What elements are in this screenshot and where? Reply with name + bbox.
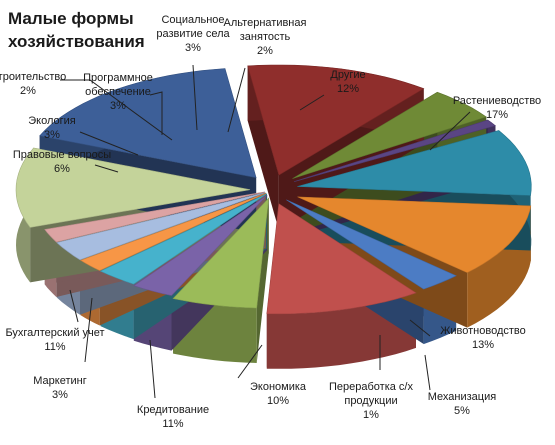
- slice-label-line: Растениеводство: [453, 95, 541, 107]
- leader-line: [60, 79, 173, 141]
- slice-строительство: [80, 192, 267, 271]
- slice-бухгалтерский-учет: [266, 203, 417, 315]
- slice-label-line: 3%: [110, 100, 126, 112]
- slice-label-line: 6%: [54, 163, 70, 175]
- slice-label-line: 3%: [44, 129, 60, 141]
- leader-line: [149, 339, 156, 399]
- slice-кредитование: [297, 196, 532, 273]
- slice-label-line: Бухгалтерский учет: [5, 327, 104, 339]
- slice-label-line: Другие: [330, 69, 365, 81]
- slice-label-экономика: Экономика 10%: [250, 381, 307, 407]
- slice-label-line: Строительство: [0, 71, 66, 83]
- slice-label-механизация: Механизация 5%: [428, 391, 496, 417]
- slice-label-line: 17%: [486, 109, 508, 121]
- slice-label-line: обеспечение: [85, 86, 151, 98]
- slice-label-line: 5%: [454, 405, 470, 417]
- slice-label-line: занятость: [240, 31, 291, 43]
- slice-label-line: Кредитование: [137, 404, 209, 416]
- slice-label-строительство: Строительство 2%: [0, 71, 66, 97]
- slice-label-маркетинг: Маркетинг 3%: [33, 375, 86, 401]
- slice-label-line: Животноводство: [440, 325, 526, 337]
- chart-title-line: хозяйствования: [8, 32, 145, 51]
- leader-line: [227, 67, 246, 133]
- slice-маркетинг: [286, 199, 457, 290]
- slice-социальное-развитие-села: [56, 192, 266, 261]
- slice-label-экология: Экология 3%: [28, 115, 76, 141]
- slice-label-альтернативная-занятость: Альтернативная занятость 2%: [224, 17, 307, 57]
- leader-line: [237, 344, 263, 379]
- slice-label-line: 11%: [44, 341, 65, 353]
- slice-label-другие: Другие 12%: [330, 69, 365, 95]
- slice-label-line: 12%: [337, 83, 359, 95]
- slice-label-переработка-с-х-продукции: Переработка с/х продукции 1%: [329, 381, 413, 421]
- slice-label-line: Альтернативная: [224, 17, 307, 29]
- chart-title: Малые формы хозяйствования: [8, 9, 145, 51]
- slice-другие: [15, 147, 251, 228]
- slice-label-line: 2%: [257, 45, 273, 57]
- leader-line: [429, 111, 471, 151]
- slice-label-растениеводство: Растениеводство 17%: [453, 95, 541, 121]
- slice-механизация: [292, 91, 487, 179]
- slice-label-line: развитие села: [156, 28, 230, 40]
- slice-label-line: Механизация: [428, 391, 496, 403]
- slice-label-line: Переработка с/х: [329, 381, 413, 393]
- slice-программное-обеспечение: [99, 193, 268, 285]
- leader-lines: [60, 64, 471, 399]
- slice-labels: Другие 12% Растениеводство 17% Животноводств…: [0, 14, 541, 430]
- leader-line: [299, 94, 325, 111]
- slice-label-социальное-развитие-села: Социальное развитие села 3%: [156, 14, 230, 54]
- slice-label-кредитование: Кредитование 11%: [137, 404, 209, 430]
- leader-line: [94, 164, 119, 173]
- slice-растениеводство: [39, 68, 257, 178]
- slice-label-line: 3%: [185, 42, 201, 54]
- slice-label-line: 1%: [363, 409, 379, 421]
- slice-label-line: Социальное: [161, 14, 224, 26]
- slice-альтернативная-занятость: [44, 191, 265, 243]
- slice-label-line: продукции: [344, 395, 397, 407]
- slice-label-программное-обеспечение: Программное обеспечение 3%: [83, 72, 153, 112]
- slice-экономика: [297, 130, 532, 196]
- slice-label-животноводство: Животноводство 13%: [440, 325, 526, 351]
- slice-label-line: Программное: [83, 72, 153, 84]
- slice-label-line: 10%: [267, 395, 289, 407]
- slice-label-line: 3%: [52, 389, 68, 401]
- slice-label-line: 11%: [162, 418, 183, 430]
- slice-label-line: Маркетинг: [33, 375, 86, 387]
- slice-label-line: 2%: [20, 85, 36, 97]
- slice-правовые-вопросы: [172, 197, 270, 309]
- slice-label-бухгалтерский-учет: Бухгалтерский учет 11%: [5, 327, 104, 353]
- leader-line: [69, 289, 79, 323]
- slice-label-line: Правовые вопросы: [13, 149, 111, 161]
- slice-label-line: Экология: [28, 115, 76, 127]
- chart-title-line: Малые формы: [8, 9, 134, 28]
- leader-line: [84, 297, 93, 363]
- slice-животноводство: [247, 64, 425, 176]
- leader-line: [79, 131, 139, 156]
- leader-line: [424, 354, 431, 391]
- slice-label-line: Экономика: [250, 381, 307, 393]
- slice-label-правовые-вопросы: Правовые вопросы 6%: [13, 149, 111, 175]
- pie-slices: [15, 64, 532, 315]
- leader-line: [409, 319, 431, 337]
- slice-label-line: 13%: [472, 339, 494, 351]
- slice-outer-wall: [467, 205, 531, 328]
- leader-line: [149, 91, 163, 135]
- leader-line: [192, 64, 198, 131]
- slice-экология: [133, 194, 268, 296]
